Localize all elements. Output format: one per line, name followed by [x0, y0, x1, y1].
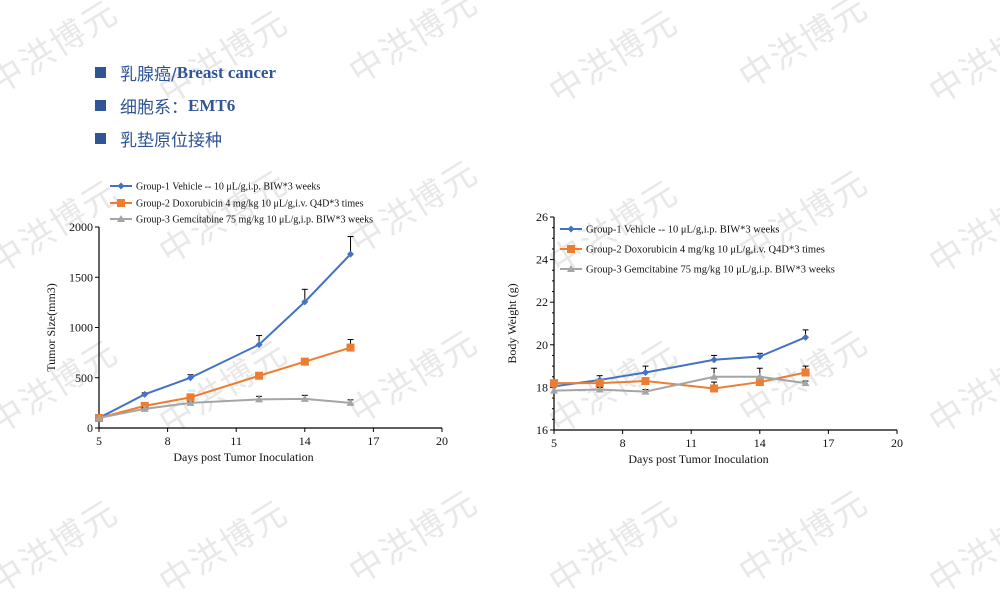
data-point-diamond [710, 356, 718, 364]
data-point-square [300, 357, 309, 366]
y-tick-label: 18 [536, 380, 548, 394]
x-tick-label: 20 [891, 436, 903, 450]
legend-label: Group-3 Gemcitabine 75 mg/kg 10 μL/g,i.p… [586, 265, 835, 276]
data-point-triangle [95, 413, 103, 421]
y-axis-label: Tumor Size(mm3) [44, 283, 58, 372]
x-axis-label: Days post Tumor Inoculation [628, 452, 768, 466]
data-point-triangle [550, 386, 558, 394]
legend-label: Group-2 Doxorubicin 4 mg/kg 10 μL/g,i.v.… [586, 245, 825, 256]
legend-label: Group-3 Gemcitabine 75 mg/kg 10 μL/g,i.p… [136, 215, 373, 226]
data-point-square [186, 393, 195, 402]
data-point-triangle [755, 372, 764, 380]
data-point-diamond [347, 250, 355, 258]
series-group-2 [550, 365, 810, 393]
data-point-triangle [641, 387, 650, 395]
x-tick-label: 17 [822, 436, 834, 450]
charts-canvas: 5 8 11 14 17 20 0 500 1000 1500 2000 Days post Tumo… [44, 182, 903, 467]
data-point-square [801, 368, 810, 377]
data-point-square [595, 379, 604, 388]
bullet-cell-line: 细胞系： EMT6 [95, 89, 276, 122]
bullet-square-icon [95, 133, 106, 144]
data-point-triangle [140, 404, 149, 412]
legend-label: Group-1 Vehicle -- 10 μL/g,i.p. BIW*3 we… [136, 182, 320, 193]
bullet-inoculation: 乳垫原位接种 [95, 122, 276, 155]
y-tick-label: 24 [536, 253, 548, 267]
data-point-triangle [710, 372, 719, 380]
y-tick-label: 2000 [69, 220, 93, 234]
series-line-3 [98, 397, 351, 419]
data-point-diamond [756, 353, 764, 361]
bullet-cn: 乳垫原位接种 [120, 131, 222, 151]
data-point-diamond [186, 374, 194, 382]
data-point-square [550, 379, 558, 388]
data-point-square [710, 384, 719, 393]
x-tick-label: 11 [685, 436, 697, 450]
series-line-1 [553, 336, 806, 388]
y-tick-label: 20 [536, 338, 548, 352]
bullet-en: EMT6 [188, 95, 236, 115]
bullet-square-icon [95, 100, 106, 111]
data-point-square [641, 377, 650, 386]
series-group-3 [550, 367, 810, 395]
data-point-square [117, 199, 125, 207]
bullet-list: 乳腺癌/Breast cancer 细胞系： EMT6 乳垫原位接种 [95, 56, 276, 155]
y-tick-label: 0 [87, 421, 93, 435]
bullet-cn: 乳腺癌/ [120, 65, 177, 85]
x-tick-label: 17 [367, 434, 379, 448]
y-tick-label: 22 [536, 295, 548, 309]
data-point-triangle [117, 215, 125, 222]
x-tick-label: 14 [299, 434, 311, 448]
legend-label: Group-2 Doxorubicin 4 mg/kg 10 μL/g,i.v.… [136, 199, 364, 210]
series-line-1 [98, 253, 352, 419]
chart-2: 5 8 11 14 17 20 16 18 20 22 24 26 Days post Tumor In… [505, 210, 903, 466]
data-point-square [255, 371, 264, 380]
data-point-diamond [567, 225, 575, 233]
series-group-3 [95, 394, 355, 421]
x-tick-label: 5 [96, 434, 102, 448]
bullet-tumor-type: 乳腺癌/Breast cancer [95, 56, 276, 89]
series-line-3 [553, 375, 806, 393]
data-point-diamond [117, 182, 125, 190]
data-point-diamond [301, 298, 309, 306]
x-tick-label: 20 [436, 434, 448, 448]
data-point-triangle [801, 379, 810, 387]
y-tick-label: 1500 [69, 270, 93, 284]
y-tick-label: 500 [75, 371, 93, 385]
data-point-diamond [802, 333, 810, 341]
data-point-square [567, 245, 575, 253]
series-line-2 [98, 346, 351, 419]
data-point-triangle [186, 398, 195, 406]
y-axis-label: Body Weight (g) [505, 283, 519, 363]
data-point-triangle [255, 395, 264, 403]
x-axis-label: Days post Tumor Inoculation [173, 450, 313, 464]
chart-1: 5 8 11 14 17 20 0 500 1000 1500 2000 Days post Tumo… [44, 182, 448, 465]
x-tick-label: 8 [620, 436, 626, 450]
x-tick-label: 14 [754, 436, 766, 450]
y-tick-label: 1000 [69, 321, 93, 335]
data-point-triangle [300, 394, 309, 402]
data-point-diamond [255, 341, 263, 349]
bullet-square-icon [95, 67, 106, 78]
series-group-2 [95, 339, 355, 422]
data-point-triangle [567, 265, 575, 272]
data-point-triangle [346, 398, 355, 406]
bullet-cn: 细胞系： [120, 98, 188, 118]
data-point-diamond [641, 368, 649, 376]
data-point-square [346, 343, 355, 352]
bullet-en: Breast cancer [176, 62, 277, 82]
x-tick-label: 8 [165, 434, 171, 448]
legend-label: Group-1 Vehicle -- 10 μL/g,i.p. BIW*3 we… [586, 225, 780, 236]
data-point-triangle [595, 385, 604, 393]
y-tick-label: 26 [536, 210, 548, 224]
series-group-1 [95, 236, 355, 422]
data-point-square [755, 378, 764, 387]
data-point-diamond [141, 390, 149, 398]
y-tick-label: 16 [536, 423, 548, 437]
x-tick-label: 11 [230, 434, 242, 448]
x-tick-label: 5 [551, 436, 557, 450]
